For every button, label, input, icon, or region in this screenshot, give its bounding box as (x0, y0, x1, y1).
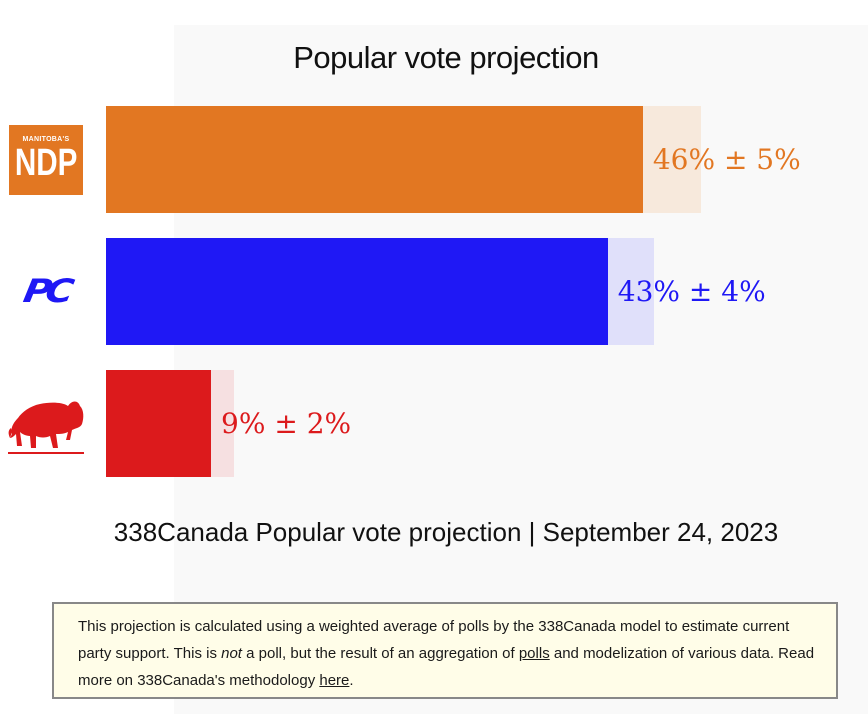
ndp-logo-big-text: NDP (14, 141, 78, 184)
bison-logo (6, 384, 86, 464)
bar-data-label-0: 46% ± 5% (652, 143, 801, 176)
note-text-4: . (349, 672, 354, 689)
note-text-2: a poll, but the result of an aggregation… (241, 645, 519, 662)
bar-value-1 (106, 238, 608, 345)
pc-logo: PC (6, 251, 86, 331)
note-text-3: and modelization of various data. Read m… (78, 645, 815, 689)
bar-value-2 (106, 370, 212, 477)
ndp-logo: MANITOBA'S NDP (6, 120, 86, 200)
bar-value-0 (106, 106, 643, 213)
polls-link[interactable]: polls (518, 645, 550, 662)
ndp-logo-small-text: MANITOBA'S (22, 135, 70, 143)
bar-data-label-1: 43% ± 4% (617, 275, 766, 308)
note-text-1: This projection is calculated using a we… (78, 618, 790, 662)
note-emphasis: not (221, 645, 242, 662)
pc-logo-text: PC (20, 272, 72, 310)
methodology-note: This projection is calculated using a we… (52, 602, 838, 699)
chart-caption-text: 338Canada Popular vote projection | Sept… (113, 517, 779, 547)
bar-data-label-2: 9% ± 2% (221, 407, 352, 440)
chart-title: Popular vote projection (0, 40, 868, 76)
chart-title-text: Popular vote projection (293, 40, 599, 75)
methodology-note-text: This projection is calculated using a we… (78, 613, 818, 694)
chart-caption: 338Canada Popular vote projection | Sept… (0, 517, 868, 548)
methodology-here-link[interactable]: here (319, 672, 350, 689)
bison-icon (8, 401, 84, 454)
